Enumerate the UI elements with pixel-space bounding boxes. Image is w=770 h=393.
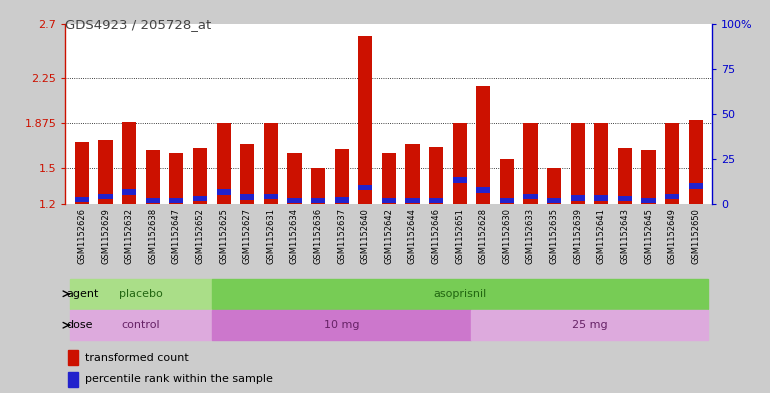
Bar <box>382 198 396 203</box>
Bar <box>594 123 608 204</box>
Text: GSM1152636: GSM1152636 <box>313 208 323 264</box>
Bar <box>311 198 325 203</box>
Text: GSM1152633: GSM1152633 <box>526 208 535 264</box>
Text: GSM1152645: GSM1152645 <box>644 208 653 264</box>
Bar <box>429 147 444 204</box>
Bar <box>453 177 467 183</box>
Bar <box>405 198 420 203</box>
Bar <box>68 372 79 387</box>
Text: placebo: placebo <box>119 289 163 299</box>
Bar <box>471 310 708 340</box>
Bar <box>429 198 444 203</box>
Bar <box>193 196 207 201</box>
Bar <box>264 193 278 199</box>
Bar <box>240 144 254 204</box>
Text: dose: dose <box>67 320 93 330</box>
Text: GSM1152629: GSM1152629 <box>101 208 110 264</box>
Bar <box>99 140 112 204</box>
Bar <box>169 198 183 203</box>
Text: GSM1152649: GSM1152649 <box>668 208 677 264</box>
Bar <box>287 152 302 204</box>
Bar <box>688 120 703 204</box>
Bar <box>122 189 136 195</box>
Bar <box>476 187 490 193</box>
Text: GSM1152637: GSM1152637 <box>337 208 346 264</box>
Text: GSM1152652: GSM1152652 <box>196 208 205 264</box>
Text: GSM1152626: GSM1152626 <box>78 208 86 264</box>
Text: control: control <box>122 320 160 330</box>
Text: GSM1152638: GSM1152638 <box>149 208 157 264</box>
Bar <box>547 168 561 204</box>
Bar <box>618 148 632 204</box>
Text: GSM1152644: GSM1152644 <box>408 208 417 264</box>
Bar <box>122 122 136 204</box>
Bar <box>500 198 514 203</box>
Bar <box>547 198 561 203</box>
Bar <box>287 198 302 203</box>
Text: GSM1152641: GSM1152641 <box>597 208 606 264</box>
Bar <box>146 150 160 204</box>
Text: GSM1152640: GSM1152640 <box>360 208 370 264</box>
Bar <box>665 193 679 199</box>
Bar <box>594 195 608 200</box>
Bar <box>334 149 349 204</box>
Bar <box>571 123 584 204</box>
Bar <box>571 195 584 200</box>
Text: asoprisnil: asoprisnil <box>433 289 487 299</box>
Bar <box>240 195 254 200</box>
Text: GSM1152643: GSM1152643 <box>621 208 629 264</box>
Text: GSM1152634: GSM1152634 <box>290 208 299 264</box>
Bar <box>75 196 89 202</box>
Bar <box>358 36 373 204</box>
Text: transformed count: transformed count <box>85 353 188 363</box>
Bar <box>453 123 467 204</box>
Text: GSM1152630: GSM1152630 <box>502 208 511 264</box>
Bar <box>641 150 655 204</box>
Text: GSM1152650: GSM1152650 <box>691 208 700 264</box>
Bar <box>524 123 537 204</box>
Text: GDS4923 / 205728_at: GDS4923 / 205728_at <box>65 18 212 31</box>
Text: 25 mg: 25 mg <box>571 320 608 330</box>
Bar <box>193 148 207 204</box>
Bar <box>405 144 420 204</box>
Text: GSM1152625: GSM1152625 <box>219 208 228 264</box>
Text: GSM1152651: GSM1152651 <box>455 208 464 264</box>
Text: GSM1152627: GSM1152627 <box>243 208 252 264</box>
Bar <box>212 310 471 340</box>
Text: agent: agent <box>67 289 99 299</box>
Bar <box>476 86 490 204</box>
Text: GSM1152642: GSM1152642 <box>384 208 393 264</box>
Bar <box>169 152 183 204</box>
Bar <box>641 198 655 203</box>
Bar <box>311 168 325 204</box>
Text: 10 mg: 10 mg <box>324 320 360 330</box>
Text: percentile rank within the sample: percentile rank within the sample <box>85 374 273 384</box>
Bar <box>70 310 212 340</box>
Bar <box>70 279 212 309</box>
Bar <box>524 193 537 199</box>
Bar <box>212 279 708 309</box>
Text: GSM1152639: GSM1152639 <box>573 208 582 264</box>
Bar <box>146 198 160 203</box>
Text: GSM1152632: GSM1152632 <box>125 208 134 264</box>
Bar <box>216 189 231 195</box>
Bar <box>334 197 349 203</box>
Bar <box>382 152 396 204</box>
Bar <box>99 194 112 199</box>
Text: GSM1152647: GSM1152647 <box>172 208 181 264</box>
Bar <box>264 123 278 204</box>
Text: GSM1152628: GSM1152628 <box>479 208 487 264</box>
Bar <box>688 183 703 189</box>
Bar <box>500 158 514 204</box>
Bar <box>358 185 373 190</box>
Text: GSM1152635: GSM1152635 <box>550 208 558 264</box>
Bar <box>618 196 632 201</box>
Text: GSM1152631: GSM1152631 <box>266 208 276 264</box>
Text: GSM1152646: GSM1152646 <box>431 208 440 264</box>
Bar <box>665 123 679 204</box>
Bar <box>68 351 79 365</box>
Bar <box>216 123 231 204</box>
Bar <box>75 142 89 204</box>
